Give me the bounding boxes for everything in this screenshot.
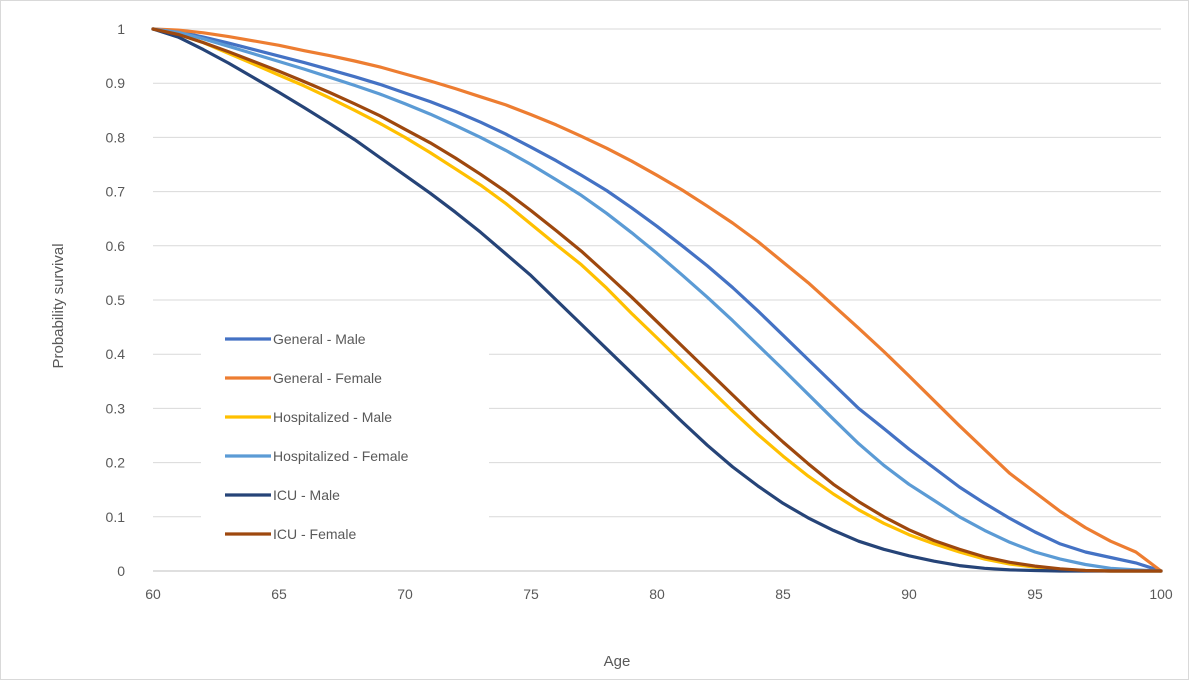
gridlines — [153, 28, 1161, 572]
y-tick-label: 0.9 — [106, 75, 126, 91]
legend-label: Hospitalized - Male — [273, 409, 392, 425]
series-line — [151, 27, 1163, 573]
x-axis-title: Age — [604, 653, 631, 670]
legend-item: Hospitalized - Male — [225, 409, 392, 425]
series-lines — [151, 27, 1163, 573]
y-tick-label: 0.6 — [106, 238, 126, 254]
x-tick-label: 60 — [145, 586, 161, 602]
y-tick-label: 0.3 — [106, 400, 126, 416]
series-line — [151, 27, 1163, 573]
legend-label: ICU - Male — [273, 487, 340, 503]
x-tick-label: 75 — [523, 586, 539, 602]
x-tick-label: 70 — [397, 586, 413, 602]
x-tick-label: 95 — [1027, 586, 1043, 602]
x-tick-label: 80 — [649, 586, 665, 602]
legend-item: General - Male — [225, 331, 366, 347]
legend-label: General - Female — [273, 370, 382, 386]
series-line — [151, 27, 1163, 573]
legend-label: General - Male — [273, 331, 366, 347]
x-tick-label: 100 — [1149, 586, 1173, 602]
y-tick-label: 0 — [117, 563, 125, 579]
y-tick-label: 0.4 — [106, 346, 126, 362]
x-tick-label: 65 — [271, 586, 287, 602]
legend-label: Hospitalized - Female — [273, 448, 409, 464]
legend-item: Hospitalized - Female — [225, 448, 409, 464]
series-line — [151, 27, 1163, 573]
y-tick-label: 0.2 — [106, 455, 126, 471]
x-tick-label: 90 — [901, 586, 917, 602]
legend-item: ICU - Female — [225, 526, 356, 542]
series-line — [151, 27, 1163, 573]
y-axis-title: Probability survival — [50, 243, 67, 368]
legend-label: ICU - Female — [273, 526, 356, 542]
y-tick-label: 1 — [117, 21, 125, 37]
y-tick-label: 0.5 — [106, 292, 126, 308]
x-tick-label: 85 — [775, 586, 791, 602]
legend-item: ICU - Male — [225, 487, 340, 503]
y-tick-label: 0.7 — [106, 184, 126, 200]
legend: General - Male General - Female Hospitaliz… — [225, 331, 409, 542]
x-axis-ticks: 60 65 70 75 80 85 90 95 100 — [145, 586, 1173, 602]
series-line — [151, 27, 1163, 573]
legend-item: General - Female — [225, 370, 382, 386]
y-axis-ticks: 0 0.1 0.2 0.3 0.4 0.5 0.6 0.7 0.8 0.9 1 — [106, 21, 126, 579]
y-tick-label: 0.1 — [106, 509, 126, 525]
y-tick-label: 0.8 — [106, 129, 126, 145]
